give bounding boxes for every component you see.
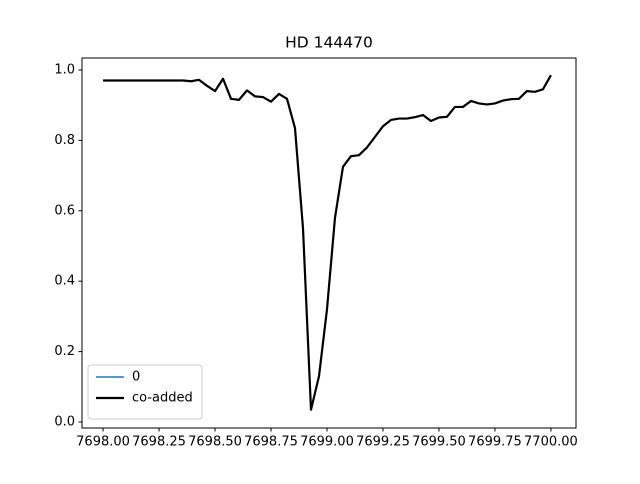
x-tick-label: 7699.25: [356, 435, 410, 450]
x-tick-label: 7698.00: [76, 435, 130, 450]
y-tick-label: 1.0: [54, 62, 75, 77]
y-tick-label: 0.8: [54, 133, 75, 148]
legend: 0 co-added: [87, 364, 203, 420]
legend-label: 0: [132, 370, 140, 385]
legend-label: co-added: [132, 391, 193, 406]
series-line: [103, 74, 552, 411]
axes-frame: [81, 57, 577, 429]
x-tick-label: 7698.25: [132, 435, 186, 450]
y-tick-label: 0.2: [54, 344, 75, 359]
chart-title: HD 144470: [285, 34, 373, 52]
x-tick-label: 7698.75: [244, 435, 298, 450]
x-tick-label: 7699.00: [300, 435, 354, 450]
x-tick-label: 7698.50: [188, 435, 242, 450]
x-tick-label: 7700.00: [524, 435, 578, 450]
x-tick-label: 7699.50: [412, 435, 466, 450]
y-tick-label: 0.6: [54, 203, 75, 218]
legend-box: [87, 364, 203, 420]
x-tick-label: 7699.75: [468, 435, 522, 450]
y-tick-label: 0.0: [54, 415, 75, 430]
plot-area: [103, 74, 552, 411]
y-tick-label: 0.4: [54, 274, 75, 289]
